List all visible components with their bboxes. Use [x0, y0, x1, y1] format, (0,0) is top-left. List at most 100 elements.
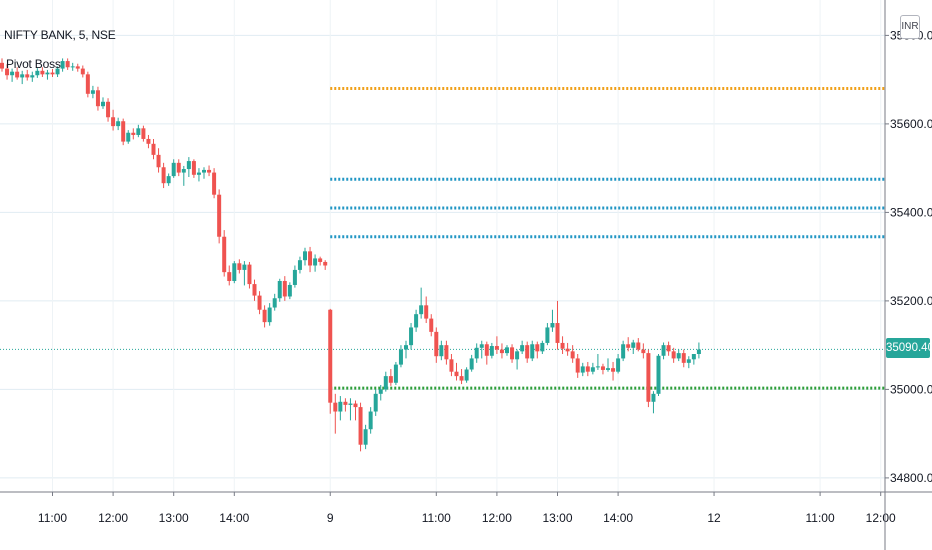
candle-body [611, 368, 616, 372]
y-tick-label: 35400.00 [890, 205, 932, 219]
candle-body [176, 162, 181, 173]
candle-body [661, 345, 666, 356]
candles [0, 58, 701, 452]
candle-body [560, 342, 565, 349]
candle-body [116, 121, 121, 127]
candle-body [368, 411, 373, 430]
candle-body [348, 403, 353, 405]
candle-body [343, 401, 348, 405]
candle-body [479, 344, 484, 348]
y-tick-label: 35000.00 [890, 382, 932, 396]
currency-badge[interactable]: INR [900, 15, 920, 39]
x-tick-label: 14:00 [603, 511, 633, 525]
candle-body [600, 366, 605, 370]
candle-body [353, 403, 358, 408]
candle-body [141, 128, 146, 139]
candle-body [207, 169, 212, 173]
symbol-title[interactable]: NIFTY BANK, 5, NSE [4, 28, 116, 42]
candle-body [525, 345, 530, 359]
candle-body [626, 344, 631, 348]
candle-body [65, 61, 70, 68]
candle-body [217, 194, 222, 237]
candle-body [363, 429, 368, 445]
candle-body [565, 348, 570, 352]
candle-body [50, 72, 55, 75]
candle-body [505, 347, 509, 354]
candle-body [186, 161, 191, 170]
candle-body [696, 349, 701, 354]
candle-body [570, 351, 575, 359]
candle-body [40, 70, 45, 75]
candle-body [373, 393, 378, 412]
candle-body [131, 132, 136, 135]
candle-body [20, 74, 25, 78]
candle-body [545, 327, 550, 343]
candle-body [262, 309, 267, 323]
candle-body [212, 172, 217, 195]
x-tick-label: 12:00 [98, 511, 128, 525]
candle-body [419, 305, 424, 315]
candle-body [171, 162, 176, 177]
candle-body [484, 344, 489, 356]
candle-body [151, 143, 156, 155]
indicator-name[interactable]: Pivot Boss [6, 57, 61, 71]
candle-body [489, 346, 494, 356]
candle-body [454, 371, 459, 377]
candle-body [222, 236, 227, 273]
candle-body [191, 161, 196, 175]
candle-body [550, 323, 555, 328]
candle-body [121, 121, 126, 142]
candle-body [85, 74, 90, 94]
candle-body [166, 176, 171, 184]
candle-body [595, 366, 600, 368]
candle-body [464, 369, 469, 381]
candle-body [646, 353, 651, 402]
candle-body [575, 358, 580, 373]
candle-body [338, 401, 343, 412]
candle-body [469, 358, 474, 370]
candle-body [292, 269, 297, 285]
candle-body [499, 349, 504, 354]
candle-body [257, 295, 262, 310]
candle-body [0, 62, 4, 69]
candle-body [196, 172, 201, 175]
candle-body [60, 61, 65, 69]
candle-body [323, 261, 328, 266]
y-tick-label: 35200.00 [890, 294, 932, 308]
candle-body [621, 344, 626, 359]
candle-body [358, 407, 363, 445]
candle-body [510, 347, 515, 360]
candle-body [161, 167, 166, 184]
candle-body [70, 66, 75, 68]
candle-body [474, 347, 479, 359]
candle-body [424, 305, 429, 319]
x-tick-label: 13:00 [542, 511, 572, 525]
candle-body [55, 68, 60, 75]
candle-body [333, 402, 338, 412]
candle-body [5, 68, 10, 76]
candle-body [156, 154, 161, 168]
x-tick-label: 12:00 [866, 511, 896, 525]
candle-body [35, 70, 40, 76]
candle-body [111, 117, 116, 127]
candle-body [681, 353, 686, 363]
x-tick-label: 11:00 [422, 511, 451, 525]
x-tick-label: 12:00 [482, 511, 512, 525]
candle-body [515, 351, 520, 360]
candle-body [106, 101, 111, 118]
candle-body [631, 342, 636, 348]
candle-body [398, 349, 403, 365]
candle-body [641, 349, 646, 354]
candle-body [75, 66, 80, 69]
x-tick-label: 9 [327, 511, 334, 525]
candle-body [459, 376, 464, 381]
candle-body [404, 345, 408, 350]
candle-body [555, 323, 560, 343]
candle-body [136, 128, 141, 135]
candle-body [671, 351, 676, 359]
candle-body [686, 359, 691, 363]
candle-body [520, 345, 525, 352]
